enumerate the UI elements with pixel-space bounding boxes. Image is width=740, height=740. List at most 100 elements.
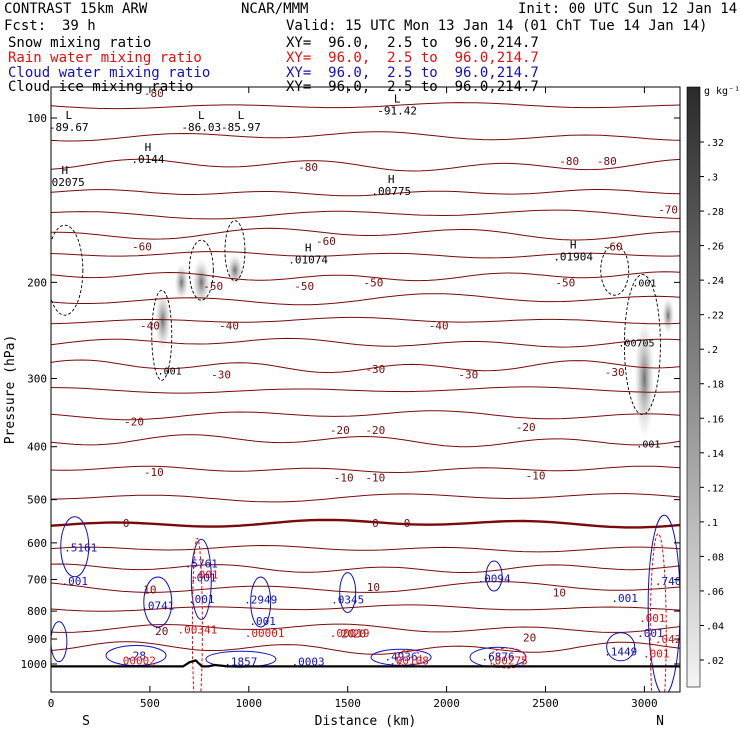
- isotherm-label: -70: [658, 203, 678, 216]
- isotherm-label: -50: [294, 280, 314, 293]
- cloud-ice-contour: [188, 239, 214, 301]
- cloud-water-label: .5761: [185, 558, 218, 571]
- y-axis-label: Pressure (hPa): [3, 335, 18, 445]
- colorbar-tick-label: .06: [706, 587, 724, 598]
- field-name-cloud-water: Cloud water mixing ratio: [8, 65, 211, 81]
- y-tick-label: 100: [27, 112, 47, 125]
- cloud-water-contour: [647, 514, 680, 692]
- x-tick-label: 0: [48, 697, 55, 710]
- x-tick-label: 2500: [532, 697, 559, 710]
- isotherm-line: [51, 493, 680, 503]
- colorbar-tick-label: .14: [706, 449, 724, 460]
- isotherm-label: -60: [603, 241, 623, 254]
- snow-shading: [634, 318, 655, 439]
- extremum-value: -89.67: [49, 121, 89, 134]
- y-tick-label: 700: [27, 573, 47, 586]
- extremum-value: .00775: [371, 185, 411, 198]
- cloud-ice-contour: [623, 274, 661, 416]
- snow-shading: [192, 258, 211, 307]
- cloud-water-label: .001: [188, 593, 215, 606]
- y-tick-label: 500: [27, 494, 47, 507]
- isotherm-line: [51, 316, 680, 325]
- isotherm-label: 20: [341, 628, 354, 641]
- y-tick-label: 900: [27, 633, 47, 646]
- cloud-water-label: .001: [249, 615, 276, 628]
- x-tick-label: 3000: [631, 697, 658, 710]
- colorbar-tick-label: .28: [706, 207, 724, 218]
- extremum-marker: H: [62, 164, 69, 177]
- colorbar-tick-label: .22: [706, 311, 724, 322]
- isotherm-label: 10: [367, 581, 380, 594]
- rain-contour: [191, 537, 203, 692]
- snow-label: .00705: [618, 339, 654, 350]
- colorbar-tick-label: .04: [706, 621, 724, 632]
- model-title: CONTRAST 15km ARW: [4, 1, 148, 17]
- isotherm-label: -40: [140, 320, 160, 333]
- isotherm-line: [51, 337, 680, 348]
- y-tick-label: 200: [27, 276, 47, 289]
- cloud-water-contour: [606, 632, 636, 662]
- isotherm-label: -60: [316, 235, 336, 248]
- cloud-ice-contour: [51, 224, 84, 316]
- cloud-water-contour: [51, 621, 68, 663]
- cloud-water-label: .740: [655, 575, 682, 588]
- rain-contour: [489, 647, 527, 669]
- isotherm-label: -50: [363, 276, 383, 289]
- extremum-value: .0144: [131, 153, 164, 166]
- snow-label: .001: [636, 440, 660, 451]
- isotherm-label: -40: [219, 320, 239, 333]
- snow-shading: [662, 297, 675, 334]
- isotherm-label: 20: [155, 625, 168, 638]
- isotherm-label: -30: [605, 366, 625, 379]
- rain-label: .042: [655, 633, 682, 646]
- colorbar-tick-label: .26: [706, 242, 724, 253]
- isotherm-label: -10: [526, 470, 546, 483]
- cloud-water-label: .0094: [478, 573, 511, 586]
- north-label: N: [656, 714, 664, 729]
- isotherm-line: [51, 209, 680, 220]
- extremum-marker: L: [65, 109, 72, 122]
- colorbar-tick-label: .08: [706, 552, 724, 563]
- isotherm-label: -40: [429, 320, 449, 333]
- snow-shading: [154, 290, 171, 351]
- colorbar-tick-label: .16: [706, 414, 724, 425]
- isotherm-line: [51, 641, 680, 655]
- isotherm-label: -20: [516, 421, 536, 434]
- cloud-water-label: .1857: [224, 656, 257, 669]
- isotherm-line: [51, 131, 680, 142]
- isotherm-line: [51, 544, 680, 553]
- rain-label: .00341: [177, 624, 217, 637]
- cloud-water-label: .4936: [385, 650, 418, 663]
- isotherm-line: [51, 189, 680, 197]
- isotherm-label: -10: [144, 466, 164, 479]
- init-time: Init: 00 UTC Sun 12 Jan 14: [518, 1, 738, 17]
- cloud-water-contour: [370, 648, 432, 666]
- isotherm-label: -20: [124, 416, 144, 429]
- x-tick-label: 2000: [433, 697, 460, 710]
- rain-label: .00275: [488, 654, 528, 667]
- isotherm-label: -80: [559, 155, 579, 168]
- isotherm-line: [51, 623, 680, 633]
- cloud-ice-contour: [151, 289, 173, 381]
- isotherm-line: [51, 410, 680, 421]
- field-xy-rain: XY= 96.0, 2.5 to 96.0,214.7: [286, 50, 539, 66]
- extremum-marker: H: [388, 173, 395, 186]
- colorbar-tick-label: .24: [706, 276, 724, 287]
- rain-label: .001: [192, 568, 219, 581]
- cloud-ice-contour: [600, 244, 630, 296]
- isotherm-label: -60: [132, 241, 152, 254]
- rain-label: .001: [639, 612, 666, 625]
- cloud-water-contour: [339, 572, 357, 614]
- isotherm-label: 0: [372, 517, 379, 530]
- forecast-label: Fcst:: [4, 18, 47, 34]
- isotherm-line: [51, 359, 680, 374]
- isotherm-label: -80: [144, 87, 164, 100]
- rain-label: .00019: [330, 627, 370, 640]
- cloud-water-contour: [60, 516, 90, 578]
- isotherm-label: 20: [353, 628, 366, 641]
- rain-label: .001: [643, 647, 670, 660]
- colorbar-unit: g kg⁻¹: [704, 86, 740, 97]
- extremum-value: .02075: [45, 176, 85, 189]
- isotherm-line: [51, 386, 680, 394]
